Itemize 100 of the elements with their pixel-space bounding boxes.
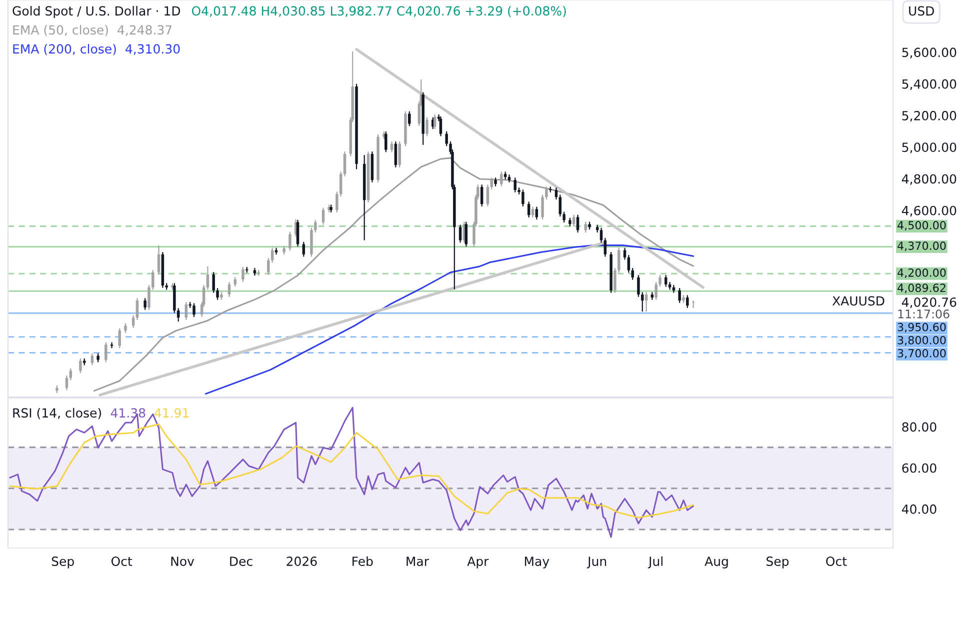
candlestick [192, 302, 196, 318]
annotation: XAUUSD [832, 296, 884, 306]
candlestick [408, 110, 411, 127]
candlestick [228, 281, 231, 298]
candlestick [288, 231, 292, 252]
candlestick [480, 184, 484, 207]
candlestick [206, 266, 210, 290]
candlestick [439, 116, 442, 137]
line-series [9, 424, 694, 518]
x-tick-label: Oct [111, 556, 132, 566]
y-tick-label: 4,600.00 [902, 206, 956, 217]
candlestick [267, 257, 270, 276]
text: EMA (50, close) 4,248.37 [13, 24, 172, 36]
ref-line-label: 4,500.00 [898, 221, 946, 231]
x-tick-label: Aug [704, 556, 728, 568]
x-tick-label: Apr [467, 556, 489, 568]
x-tick-label: Oct [826, 556, 847, 566]
candlestick [65, 374, 68, 391]
candlestick [322, 207, 325, 226]
candlestick [445, 130, 448, 147]
candlestick [584, 221, 587, 234]
candlestick [500, 171, 503, 187]
candlestick [600, 227, 603, 244]
candlestick [558, 194, 562, 218]
candlestick [390, 140, 394, 153]
line-series [204, 244, 694, 395]
candlestick [531, 206, 534, 218]
candlestick [572, 214, 576, 228]
candlestick [104, 342, 108, 363]
candlestick [144, 298, 146, 310]
candlestick [535, 206, 538, 220]
candlestick [110, 342, 114, 349]
x-tick-label: Jul [648, 556, 662, 568]
candlestick [184, 302, 188, 321]
candlestick [384, 130, 388, 153]
candlestick [212, 271, 215, 294]
candlestick [270, 247, 274, 264]
candlestick [339, 171, 342, 197]
y-tick-label: 4,020.76 [902, 297, 956, 308]
candlestick [124, 322, 127, 334]
candlestick [641, 292, 644, 312]
candlestick [562, 211, 566, 224]
candlestick [148, 284, 150, 310]
candlestick [90, 352, 94, 366]
candlestick [242, 266, 244, 282]
candlestick [216, 287, 219, 300]
x-tick-label: Feb [352, 556, 373, 566]
candlestick [152, 269, 154, 290]
candlestick [637, 274, 640, 298]
candlestick [658, 274, 662, 288]
y-tick-label: 80.00 [902, 422, 936, 432]
x-tick-label: Sep [52, 556, 74, 568]
series-label: 41.91 [154, 408, 189, 418]
candlestick [296, 219, 300, 248]
ref-line-label: 3,950.60 [898, 322, 946, 332]
x-tick-label: Dec [230, 556, 252, 566]
text: 11:17:06 [898, 309, 950, 318]
candlestick [302, 241, 306, 258]
candlestick [157, 244, 160, 276]
y-tick-label: 40.00 [902, 504, 936, 514]
text: RSI (14, close) [13, 408, 102, 420]
y-tick-label: 60.00 [902, 463, 936, 473]
candlestick [631, 267, 634, 280]
candlestick [664, 274, 668, 288]
x-tick-label: Mar [406, 556, 430, 566]
series-label: 41.38 [110, 408, 146, 418]
x-tick-label: Sep [766, 556, 789, 568]
chart-subtitle: O4,017.48 H4,030.85 L3,982.77 C4,020.76 +3.29 (+0.08%) [192, 6, 566, 18]
candlestick [69, 368, 72, 381]
candlestick [486, 184, 490, 207]
candlestick [554, 187, 558, 200]
ref-line-label: 4,370.00 [898, 242, 946, 252]
ref-line-label: 3,700.00 [898, 349, 946, 359]
candlestick [394, 140, 398, 168]
candlestick [433, 114, 436, 130]
candlestick [426, 116, 428, 137]
x-tick-label: Jun [586, 556, 606, 568]
candlestick [343, 150, 346, 177]
candlestick [618, 247, 620, 274]
candlestick [686, 294, 689, 309]
candlestick [541, 194, 544, 220]
ref-line-label: 3,800.00 [898, 336, 946, 346]
x-tick-label: May [524, 556, 550, 568]
y-tick-label: 5,600.00 [902, 48, 956, 58]
y-tick-label: 4,800.00 [902, 174, 956, 185]
candlestick [132, 314, 135, 329]
candlestick [118, 328, 121, 349]
line-series [93, 157, 694, 392]
x-tick-label: 2026 [286, 556, 317, 566]
candlestick [623, 247, 626, 260]
text: USD [909, 6, 934, 16]
candlestick [514, 177, 516, 193]
x-tick-label: Nov [171, 556, 194, 566]
candlestick [398, 140, 401, 168]
candlestick [336, 191, 338, 213]
y-tick-label: 5,000.00 [902, 142, 956, 154]
candlestick [654, 281, 658, 300]
ref-line-label: 4,200.00 [898, 268, 946, 278]
y-tick-label: 5,200.00 [902, 110, 956, 122]
y-tick-label: 5,400.00 [902, 79, 956, 90]
